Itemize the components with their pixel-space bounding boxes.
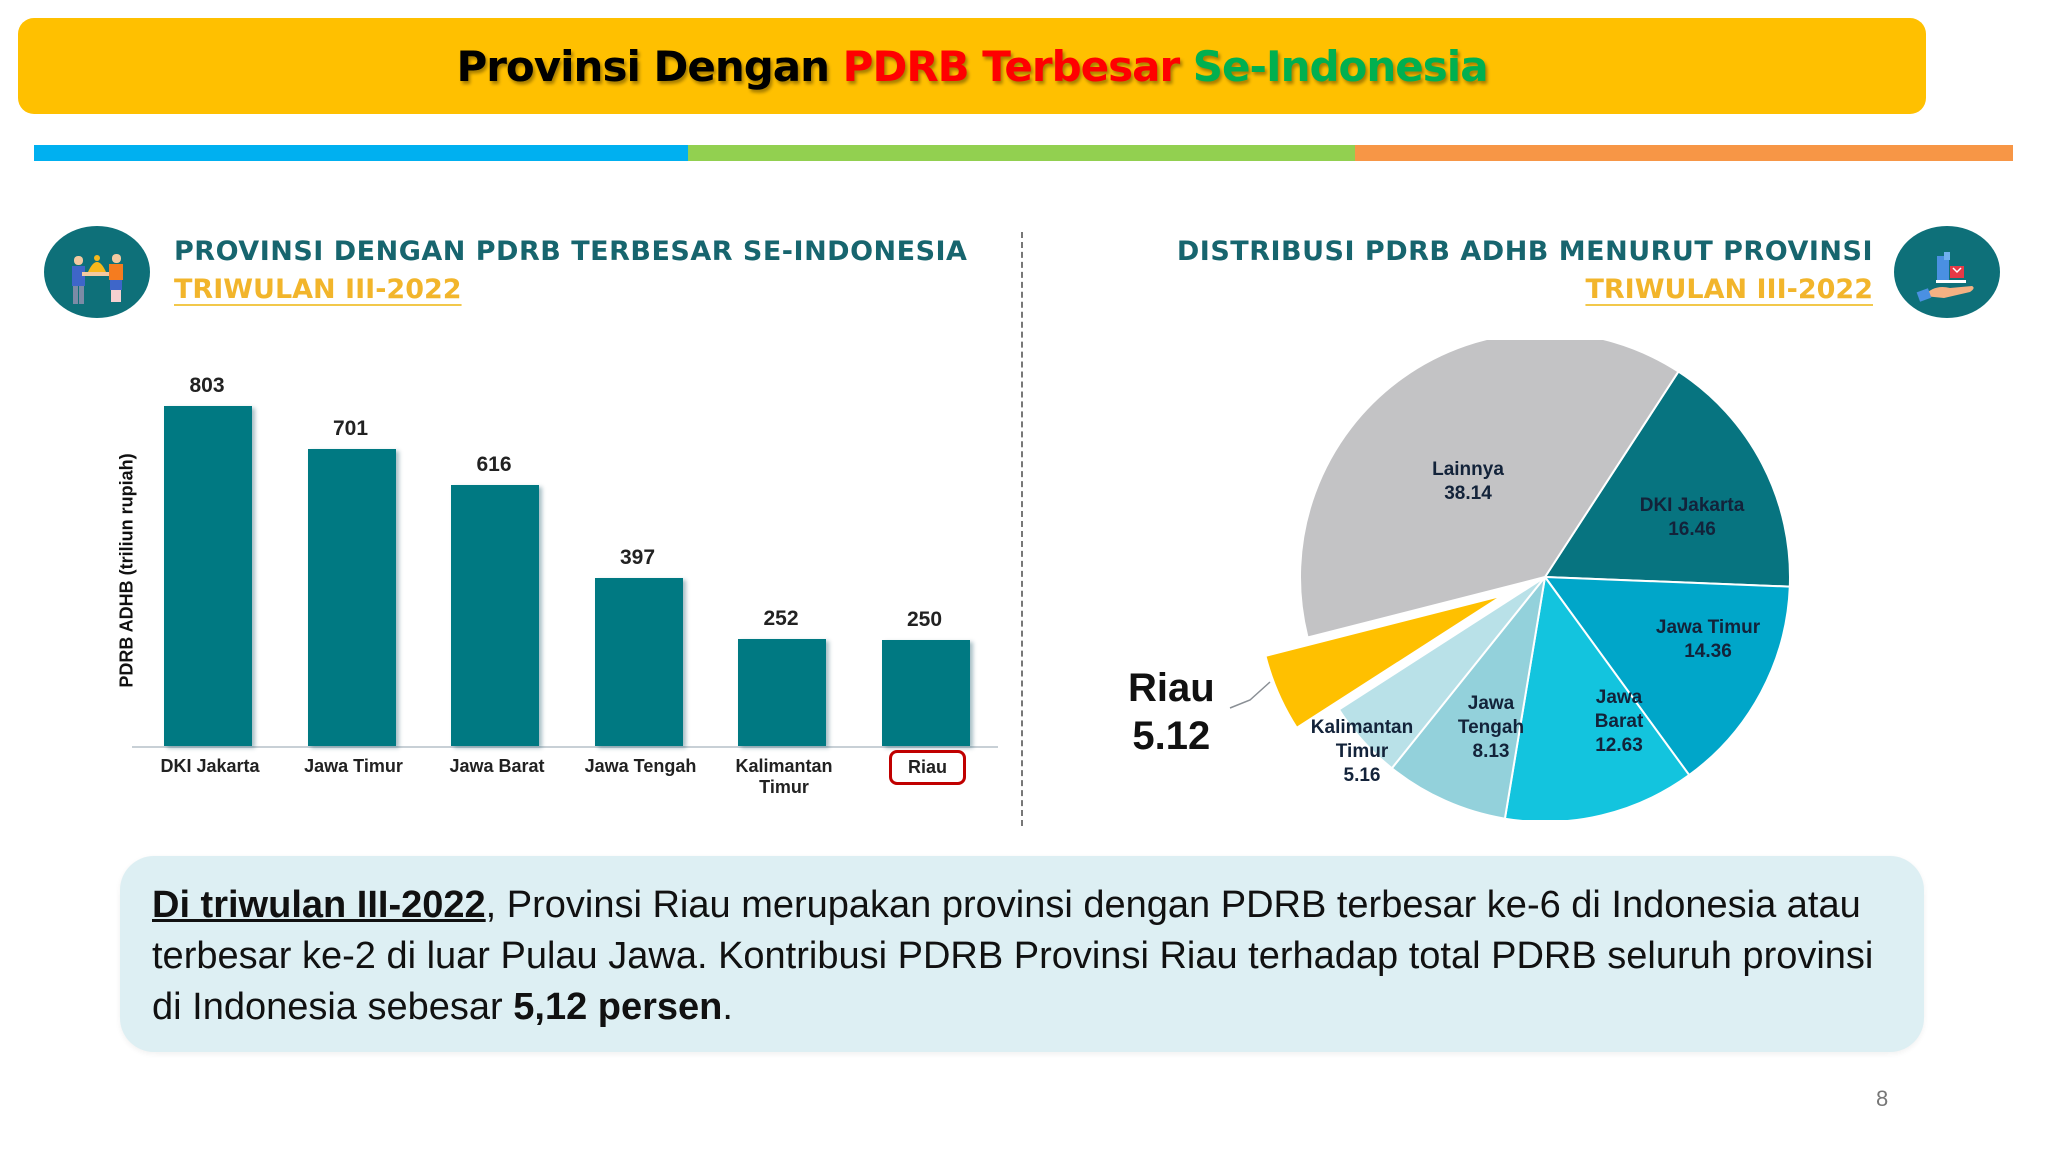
people-sharing-icon <box>44 226 150 318</box>
summary-body: , Provinsi Riau merupakan provinsi denga… <box>152 884 1874 1028</box>
hand-holding-box-icon <box>1894 226 2000 318</box>
bar-value-label: 701 <box>332 417 369 440</box>
pie-slice-label: Jawa Tengah 8.13 <box>1457 693 1525 762</box>
bar-value-label: 616 <box>476 453 512 476</box>
x-axis-category: DKI Jakarta <box>160 756 260 776</box>
pie-chart: DKI Jakarta 16.46 Jawa Timur 14.36 Jawa Barat… <box>1100 331 1900 823</box>
riau-callout-value: 5.12 <box>1132 714 1211 758</box>
x-axis-category: Jawa Timur <box>304 756 403 776</box>
bar-value-label: 397 <box>619 546 656 569</box>
bar <box>307 449 396 746</box>
bar <box>164 406 252 746</box>
pie-slice-label: Kalimantan Timur 5.16 <box>1310 717 1414 786</box>
title-part-2: PDRB Terbesar <box>842 41 1180 91</box>
summary-lead: Di triwulan III-2022 <box>152 884 486 926</box>
bar <box>594 578 683 746</box>
stripe-orange <box>1355 145 2013 161</box>
summary-box: Di triwulan III-2022, Provinsi Riau meru… <box>120 856 1924 1052</box>
summary-text: Di triwulan III-2022, Provinsi Riau meru… <box>152 880 1884 1033</box>
pie-slice <box>1264 594 1504 730</box>
bar-chart: PDRB ADHB (triliun rupiah) 803 DKI Jakart… <box>60 360 1010 820</box>
left-panel-subtitle: TRIWULAN III-2022 <box>174 274 462 305</box>
riau-callout: Riau 5.12 <box>1128 664 1215 760</box>
summary-end: . <box>722 986 733 1028</box>
pie-slice-label: Jawa Timur 14.36 <box>1655 617 1761 662</box>
x-axis-category: Jawa Tengah <box>584 756 697 776</box>
x-axis-category: Riau <box>856 750 1000 785</box>
page-number: 8 <box>1876 1086 1889 1111</box>
title-part-3: Se-Indonesia <box>1192 41 1489 91</box>
right-panel-title: DISTRIBUSI PDRB ADHB MENURUT PROVINSI <box>1176 236 1873 267</box>
summary-highlight: 5,12 persen <box>513 986 723 1028</box>
panel-divider <box>1021 232 1023 826</box>
pie-slice-label: Lainnya 38.14 <box>1432 459 1504 504</box>
pie-slice <box>1299 331 1680 639</box>
bar-value-label: 252 <box>763 607 799 630</box>
bar-value-label: 803 <box>189 374 225 397</box>
x-axis-category: Jawa Barat <box>449 756 545 776</box>
pie-slice <box>1543 370 1791 588</box>
bar <box>451 485 539 746</box>
pie-slice <box>1542 575 1791 777</box>
x-axis-category: Kalimantan Timur <box>735 756 833 797</box>
bar-value-label: 250 <box>906 608 943 631</box>
right-panel-subtitle: TRIWULAN III-2022 <box>1585 274 1873 305</box>
slide-title: Provinsi Dengan PDRB Terbesar Se-Indones… <box>456 41 1489 91</box>
pie-slice <box>1337 576 1546 770</box>
pie-slice <box>1390 573 1547 820</box>
bar <box>881 640 970 746</box>
stripe-green <box>688 145 1355 161</box>
riau-callout-label: Riau <box>1128 666 1215 710</box>
pie-slice-label: DKI Jakarta 16.46 <box>1639 495 1745 540</box>
y-axis-label: PDRB ADHB (triliun rupiah) <box>116 453 137 688</box>
slide-title-bar: Provinsi Dengan PDRB Terbesar Se-Indones… <box>18 18 1926 114</box>
x-axis-line <box>132 746 998 748</box>
bar <box>738 639 826 746</box>
left-panel-title: PROVINSI DENGAN PDRB TERBESAR SE-INDONES… <box>174 236 968 267</box>
pie-graphic <box>1229 331 1791 823</box>
riau-leader-line <box>1229 681 1271 709</box>
stripe-blue <box>34 145 688 161</box>
pie-slice-label: Jawa Barat 12.63 <box>1594 687 1644 756</box>
title-part-1: Provinsi Dengan <box>456 41 830 91</box>
